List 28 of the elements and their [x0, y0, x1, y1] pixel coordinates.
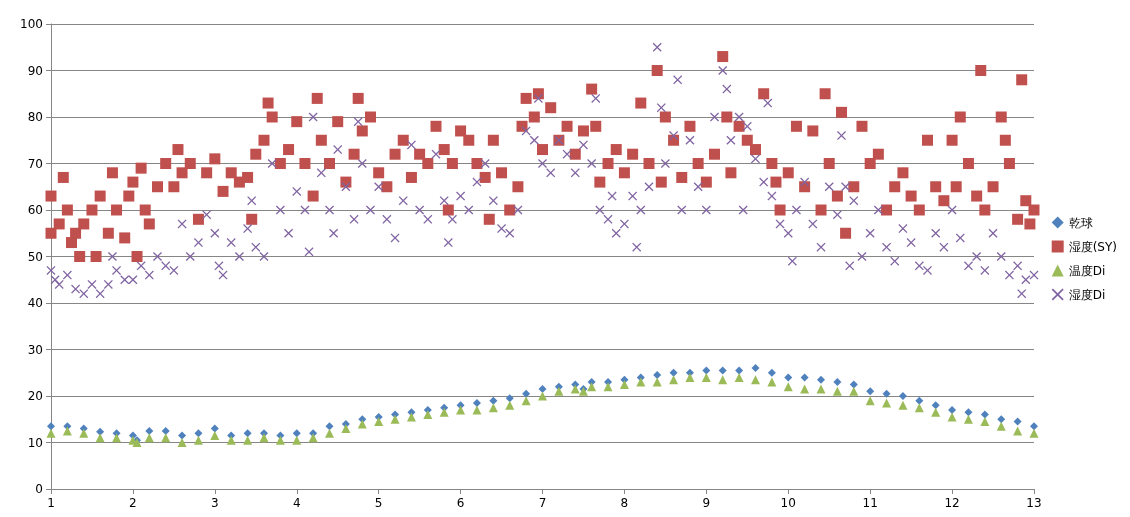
x-tick-label: 5: [374, 496, 383, 510]
y-tick-label: 20: [27, 389, 43, 403]
x-tick-label: 7: [538, 496, 547, 510]
y-tick-label: 70: [27, 156, 43, 171]
y-tick-label: 30: [27, 342, 43, 357]
x-tick-label: 4: [292, 496, 301, 510]
x-tick-label: 8: [620, 496, 629, 510]
y-tick-label: 40: [27, 296, 43, 310]
y-tick-label: 90: [27, 63, 43, 78]
x-tick-label: 1: [47, 496, 55, 510]
x-tick-label: 3: [211, 496, 219, 510]
y-tick-label: 50: [27, 249, 43, 264]
legend-label: 湿度(SY): [1068, 239, 1117, 254]
legend-label: 湿度Di: [1068, 287, 1106, 302]
y-tick-label: 0: [35, 482, 43, 496]
legend-label: 温度Di: [1068, 263, 1106, 278]
x-tick-label: 11: [862, 496, 878, 510]
y-tick-label: 80: [27, 110, 43, 124]
x-tick-label: 12: [944, 496, 960, 510]
legend-label: 乾球: [1068, 215, 1093, 230]
x-tick-label: 2: [129, 496, 137, 510]
x-tick-label: 13: [1026, 496, 1042, 510]
x-tick-label: 10: [780, 496, 796, 510]
x-tick-label: 9: [702, 496, 711, 510]
y-tick-label: 10: [27, 435, 43, 450]
y-tick-label: 100: [20, 17, 43, 31]
y-tick-label: 60: [27, 203, 43, 217]
x-tick-label: 6: [456, 496, 465, 510]
